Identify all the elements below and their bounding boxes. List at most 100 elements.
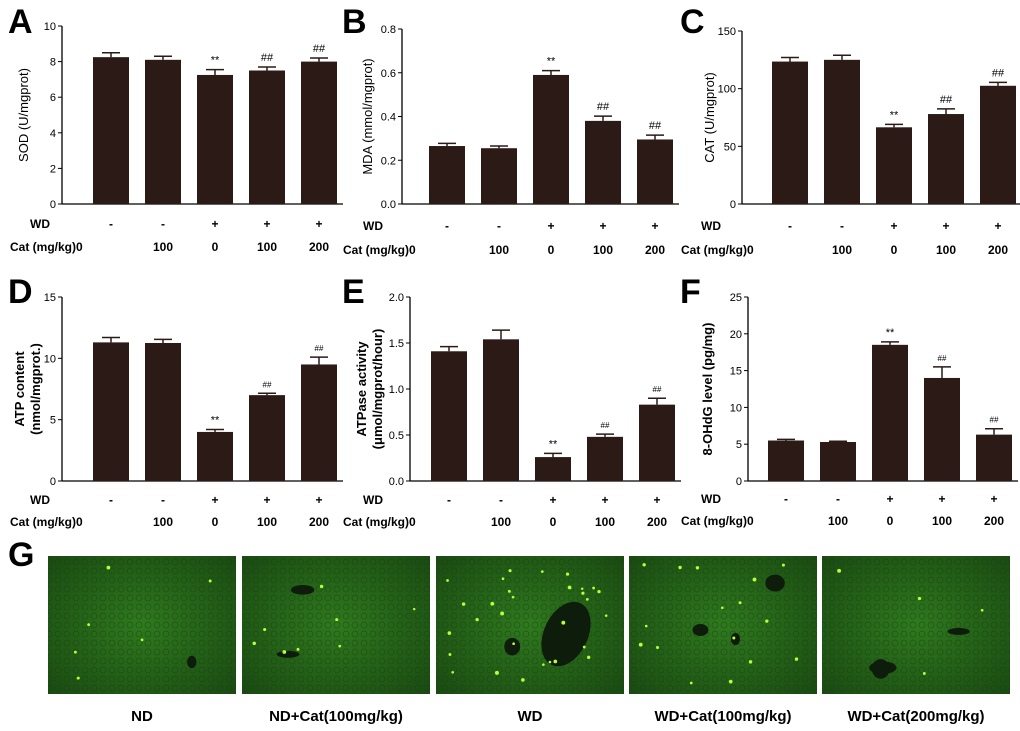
fluorescent-spot (644, 624, 648, 628)
wd-value: + (886, 492, 893, 506)
micrograph-texture (48, 556, 236, 694)
cat-row-label: Cat (mg/kg)0 (343, 515, 416, 529)
significance-mark: ** (886, 327, 895, 339)
bar (768, 440, 804, 481)
y-tick-label: 10 (44, 353, 56, 365)
cat-value: 100 (593, 243, 613, 257)
cat-row-label: Cat (mg/kg)0 (10, 515, 83, 529)
cat-value: 0 (887, 514, 894, 528)
vessel-lumen (730, 632, 740, 646)
panel-letter: A (8, 3, 33, 41)
fluorescent-spot (412, 607, 416, 611)
wd-value: - (445, 219, 449, 233)
bar (533, 74, 569, 204)
fluorescent-spot (282, 650, 287, 654)
wd-value: + (315, 217, 322, 231)
fluorescent-spot (106, 565, 111, 570)
y-tick-label: 2.0 (389, 292, 404, 304)
y-axis-title: ATP content (12, 351, 27, 427)
bar (637, 139, 673, 204)
significance-mark: ## (601, 421, 610, 430)
fluorescent-spot (565, 572, 570, 576)
bar (481, 148, 517, 204)
fluorescent-spot (542, 663, 545, 666)
fluorescent-spot (252, 641, 256, 646)
y-tick-label: 150 (718, 26, 736, 38)
fluorescent-spot (448, 653, 452, 656)
y-tick-label: 0 (50, 476, 56, 488)
y-tick-label: 50 (724, 141, 736, 153)
wd-value: + (263, 217, 270, 231)
wd-value: + (549, 493, 556, 507)
cat-row-label: Cat (mg/kg)0 (681, 243, 754, 257)
fluorescent-spot (475, 617, 479, 622)
cat-value: 100 (489, 243, 509, 257)
fluorescent-spot (73, 650, 77, 654)
fluorescent-spot (980, 608, 984, 612)
bar (145, 343, 181, 481)
fluorescent-spot (508, 569, 512, 573)
bar (976, 434, 1012, 481)
fluorescent-spot (794, 657, 799, 661)
y-tick-label: 8 (50, 57, 56, 69)
fluorescent-spot (490, 601, 495, 606)
central-vein (541, 601, 591, 667)
y-axis-title: ATPase activity (354, 341, 369, 437)
fluorescent-spot (76, 676, 80, 680)
vessel-lumen (765, 574, 785, 592)
y-tick-label: 25 (730, 292, 742, 304)
bar (301, 61, 337, 204)
fluorescent-spot (582, 645, 586, 649)
cat-value: 100 (153, 240, 173, 254)
wd-value: + (651, 219, 658, 233)
y-tick-label: 100 (718, 84, 736, 96)
panel-letter: F (680, 273, 701, 311)
wd-value: - (161, 217, 165, 231)
micrograph-caption: WD+Cat(100mg/kg) (654, 708, 791, 725)
cat-value: 100 (257, 515, 277, 529)
significance-mark: ** (890, 109, 899, 121)
bar (197, 74, 233, 204)
wd-value: + (211, 493, 218, 507)
cat-row-label: Cat (mg/kg)0 (343, 243, 416, 257)
cat-value: 200 (309, 515, 329, 529)
wd-value: + (938, 492, 945, 506)
wd-value: - (109, 217, 113, 231)
significance-mark: ## (990, 416, 999, 425)
wd-value: - (788, 219, 792, 233)
bar (249, 70, 285, 204)
significance-mark: ** (211, 414, 220, 426)
bar (93, 342, 129, 481)
y-tick-label: 10 (44, 21, 56, 33)
cat-value: 200 (988, 243, 1008, 257)
wd-row-label: WD (363, 219, 383, 233)
micrograph (629, 556, 817, 694)
fluorescent-spot (567, 585, 572, 590)
y-tick-label: 6 (50, 92, 56, 104)
cat-value: 200 (309, 240, 329, 254)
fluorescent-spot (263, 627, 267, 632)
vessel-lumen (504, 637, 521, 656)
fluorescent-spot (837, 568, 842, 573)
bar (429, 146, 465, 204)
fluorescent-spot (319, 584, 324, 589)
micrograph-texture (436, 556, 624, 694)
y-tick-label: 0.8 (381, 24, 396, 36)
fluorescent-spot (461, 602, 466, 606)
y-tick-label: 15 (730, 366, 742, 378)
panel-letter: B (342, 3, 367, 41)
fluorescent-spot (521, 678, 525, 682)
panel-letter: D (8, 273, 33, 311)
cat-value: 100 (828, 514, 848, 528)
fluorescent-spot (765, 619, 769, 623)
fluorescent-spot (604, 614, 608, 617)
fluorescent-spot (748, 660, 753, 664)
y-axis-title: 8-OHdG level (pg/mg) (700, 323, 715, 456)
y-tick-label: 0.4 (381, 112, 396, 124)
bar (824, 59, 860, 205)
bar (772, 61, 808, 205)
wd-row-label: WD (30, 493, 50, 507)
y-tick-label: 5 (736, 439, 742, 451)
wd-value: + (547, 219, 554, 233)
significance-mark: ## (313, 43, 326, 55)
